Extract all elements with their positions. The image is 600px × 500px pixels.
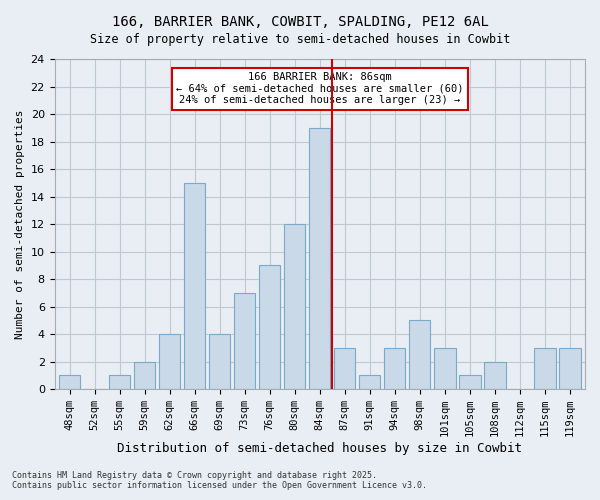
Bar (209, 334, 230, 389)
Text: 166, BARRIER BANK, COWBIT, SPALDING, PE12 6AL: 166, BARRIER BANK, COWBIT, SPALDING, PE1… (112, 15, 488, 29)
Bar (535, 348, 556, 389)
Bar (109, 376, 130, 389)
Bar (134, 362, 155, 389)
Bar (459, 376, 481, 389)
Bar (434, 348, 455, 389)
Bar (59, 376, 80, 389)
Bar (334, 348, 355, 389)
Bar (309, 128, 331, 389)
Bar (484, 362, 506, 389)
Bar (184, 183, 205, 389)
Bar (559, 348, 581, 389)
Bar (234, 293, 256, 389)
X-axis label: Distribution of semi-detached houses by size in Cowbit: Distribution of semi-detached houses by … (117, 442, 522, 455)
Text: Contains HM Land Registry data © Crown copyright and database right 2025.
Contai: Contains HM Land Registry data © Crown c… (12, 470, 427, 490)
Text: Size of property relative to semi-detached houses in Cowbit: Size of property relative to semi-detach… (90, 32, 510, 46)
Bar (409, 320, 430, 389)
Bar (284, 224, 305, 389)
Y-axis label: Number of semi-detached properties: Number of semi-detached properties (15, 110, 25, 339)
Bar (159, 334, 180, 389)
Bar (359, 376, 380, 389)
Text: 166 BARRIER BANK: 86sqm
← 64% of semi-detached houses are smaller (60)
24% of se: 166 BARRIER BANK: 86sqm ← 64% of semi-de… (176, 72, 464, 106)
Bar (259, 266, 280, 389)
Bar (384, 348, 406, 389)
